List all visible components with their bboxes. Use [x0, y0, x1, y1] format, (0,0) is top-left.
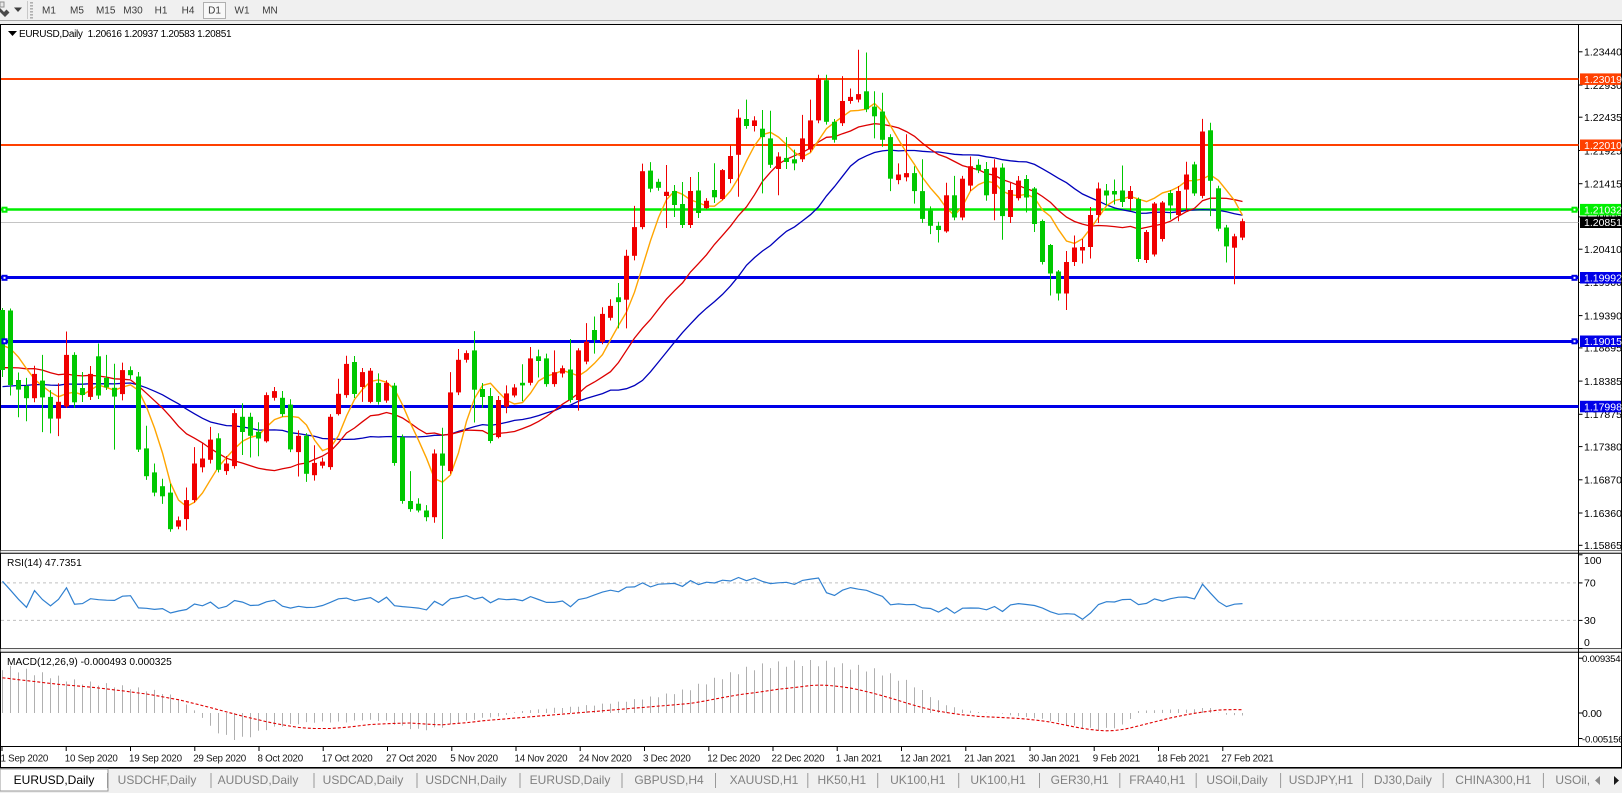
svg-text:EURUSD,Daily 1.20616 1.20937: EURUSD,Daily 1.20616 1.20937 1.20583 1.2…	[19, 29, 232, 40]
svg-text:M1: M1	[42, 6, 56, 17]
svg-text:W1: W1	[235, 6, 250, 17]
svg-text:GER30,H1: GER30,H1	[1051, 773, 1109, 787]
svg-text:1.15865: 1.15865	[1584, 540, 1622, 552]
svg-text:CHINA300,H1: CHINA300,H1	[1455, 773, 1531, 787]
svg-text:12 Jan 2021: 12 Jan 2021	[900, 754, 951, 765]
svg-text:DJ30,Daily: DJ30,Daily	[1374, 773, 1432, 787]
svg-text:1.20410: 1.20410	[1584, 244, 1622, 256]
svg-text:USDCNH,Daily: USDCNH,Daily	[425, 773, 506, 787]
svg-text:USDCAD,Daily: USDCAD,Daily	[323, 773, 404, 787]
svg-text:1.18385: 1.18385	[1584, 376, 1622, 388]
svg-text:0: 0	[1584, 637, 1590, 649]
svg-text:FRA40,H1: FRA40,H1	[1129, 773, 1185, 787]
svg-text:AUDUSD,Daily: AUDUSD,Daily	[218, 773, 299, 787]
svg-text:1.20851: 1.20851	[1584, 217, 1622, 229]
svg-text:USDCHF,Daily: USDCHF,Daily	[118, 773, 197, 787]
svg-text:USOil,: USOil,	[1555, 773, 1590, 787]
svg-text:21 Jan 2021: 21 Jan 2021	[964, 754, 1015, 765]
svg-text:1.16360: 1.16360	[1584, 508, 1622, 520]
svg-text:9 Feb 2021: 9 Feb 2021	[1093, 754, 1140, 765]
svg-text:0.009354: 0.009354	[1582, 654, 1621, 665]
svg-text:5 Nov 2020: 5 Nov 2020	[450, 754, 498, 765]
svg-text:1.19390: 1.19390	[1584, 310, 1622, 322]
svg-text:D1: D1	[208, 6, 221, 17]
svg-text:GBPUSD,H4: GBPUSD,H4	[634, 773, 704, 787]
svg-text:1.23440: 1.23440	[1584, 47, 1622, 59]
svg-text:MN: MN	[262, 6, 278, 17]
svg-text:100: 100	[1584, 555, 1602, 567]
svg-text:M5: M5	[70, 6, 84, 17]
svg-text:1 Sep 2020: 1 Sep 2020	[1, 754, 49, 765]
svg-text:H4: H4	[182, 6, 195, 17]
svg-text:12 Dec 2020: 12 Dec 2020	[707, 754, 761, 765]
svg-text:27 Oct 2020: 27 Oct 2020	[386, 754, 437, 765]
svg-text:19 Sep 2020: 19 Sep 2020	[129, 754, 183, 765]
svg-text:UK100,H1: UK100,H1	[890, 773, 946, 787]
svg-text:1 Jan 2021: 1 Jan 2021	[836, 754, 882, 765]
svg-text:EURUSD,Daily: EURUSD,Daily	[14, 773, 95, 787]
svg-text:1.21415: 1.21415	[1584, 179, 1622, 191]
svg-text:29 Sep 2020: 29 Sep 2020	[193, 754, 247, 765]
svg-text:10 Sep 2020: 10 Sep 2020	[65, 754, 119, 765]
svg-text:H1: H1	[155, 6, 168, 17]
svg-text:USDJPY,H1: USDJPY,H1	[1289, 773, 1354, 787]
svg-text:27 Feb 2021: 27 Feb 2021	[1221, 754, 1273, 765]
svg-text:M30: M30	[123, 6, 143, 17]
svg-text:UK100,H1: UK100,H1	[970, 773, 1026, 787]
svg-text:1.22010: 1.22010	[1584, 140, 1622, 152]
svg-text:EURUSD,Daily: EURUSD,Daily	[530, 773, 611, 787]
svg-text:1.23019: 1.23019	[1584, 74, 1622, 86]
svg-text:1.17380: 1.17380	[1584, 441, 1622, 453]
svg-text:8 Oct 2020: 8 Oct 2020	[258, 754, 304, 765]
svg-text:MACD(12,26,9) -0.000493 0.0003: MACD(12,26,9) -0.000493 0.000325	[7, 657, 172, 668]
svg-text:14 Nov 2020: 14 Nov 2020	[515, 754, 569, 765]
svg-text:RSI(14) 47.7351: RSI(14) 47.7351	[7, 558, 82, 569]
svg-text:1.21032: 1.21032	[1584, 205, 1622, 217]
svg-text:17 Oct 2020: 17 Oct 2020	[322, 754, 373, 765]
svg-text:30: 30	[1584, 615, 1596, 627]
svg-text:3 Dec 2020: 3 Dec 2020	[643, 754, 691, 765]
svg-text:-0.005156: -0.005156	[1582, 734, 1622, 745]
svg-text:18 Feb 2021: 18 Feb 2021	[1157, 754, 1209, 765]
svg-text:1.17998: 1.17998	[1584, 401, 1622, 413]
svg-text:0.00: 0.00	[1582, 708, 1602, 720]
svg-text:70: 70	[1584, 578, 1596, 590]
svg-text:24 Nov 2020: 24 Nov 2020	[579, 754, 633, 765]
svg-text:1.16870: 1.16870	[1584, 475, 1622, 487]
svg-text:1.22435: 1.22435	[1584, 112, 1622, 124]
svg-text:1.19992: 1.19992	[1584, 273, 1622, 285]
svg-text:M15: M15	[96, 6, 116, 17]
svg-text:XAUUSD,H1: XAUUSD,H1	[730, 773, 799, 787]
svg-text:22 Dec 2020: 22 Dec 2020	[772, 754, 826, 765]
svg-text:HK50,H1: HK50,H1	[817, 773, 866, 787]
svg-text:1.19015: 1.19015	[1584, 336, 1622, 348]
svg-text:USOil,Daily: USOil,Daily	[1206, 773, 1267, 787]
svg-text:30 Jan 2021: 30 Jan 2021	[1029, 754, 1080, 765]
